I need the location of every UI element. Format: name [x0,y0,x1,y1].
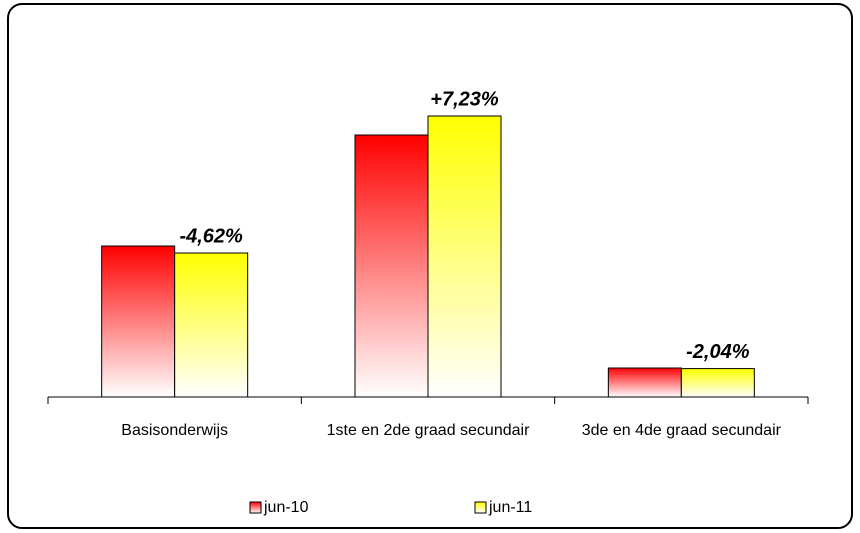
bar [101,245,176,398]
annotation: -4,62% [179,225,243,247]
bar [607,367,682,398]
annotation: +7,23% [430,88,499,110]
legend-label: jun-11 [488,499,532,516]
x-tick-label: 3de en 4de graad secundair [582,422,782,439]
bar [680,368,755,398]
annotation: -2,04% [686,341,750,363]
legend-label: jun-10 [263,499,309,516]
bar [354,134,429,398]
x-tick-label: Basisonderwijs [121,422,228,439]
bar [174,252,249,398]
x-tick-label: 1ste en 2de graad secundair [327,422,530,439]
bar [427,115,502,398]
legend-swatch [249,501,262,514]
legend-swatch [474,501,487,514]
